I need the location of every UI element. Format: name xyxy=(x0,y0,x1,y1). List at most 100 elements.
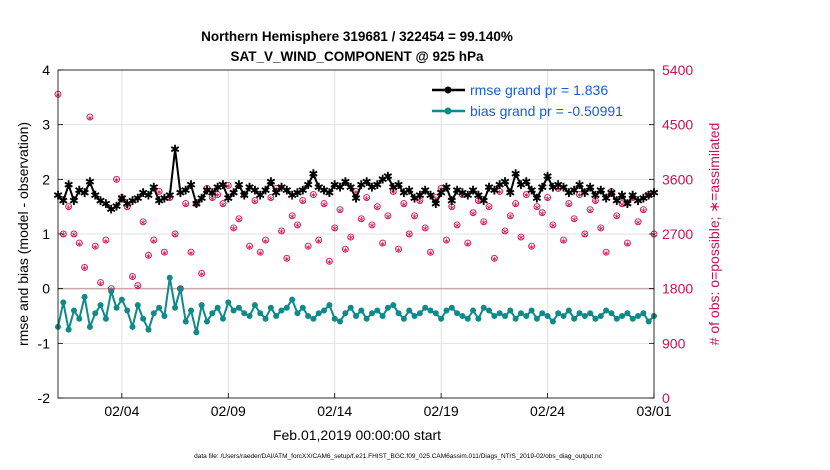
bias-point xyxy=(486,307,493,314)
y-left-tick-label: -2 xyxy=(38,390,51,406)
obs-assimilated-marker: ∗ xyxy=(507,212,514,221)
obs-assimilated-marker: ∗ xyxy=(374,203,381,212)
rmse-point: ✱ xyxy=(559,181,569,195)
obs-assimilated-marker: ∗ xyxy=(262,236,269,245)
bias-point xyxy=(219,315,226,322)
bias-point xyxy=(592,315,599,322)
bias-point xyxy=(225,299,232,306)
bias-point xyxy=(198,302,205,309)
rmse-point: ✱ xyxy=(574,178,584,192)
obs-possible-marker xyxy=(134,282,142,290)
obs-assimilated-marker: ∗ xyxy=(273,185,280,194)
bias-point xyxy=(331,315,338,322)
bias-point xyxy=(241,310,248,317)
rmse-point: ✱ xyxy=(436,186,446,200)
obs-assimilated-marker: ∗ xyxy=(448,203,455,212)
rmse-point: ✱ xyxy=(505,186,515,200)
rmse-point: ✱ xyxy=(165,189,175,203)
rmse-point: ✱ xyxy=(218,178,228,192)
rmse-point: ✱ xyxy=(170,142,180,156)
obs-possible-marker xyxy=(549,221,557,229)
obs-assimilated-marker: ∗ xyxy=(81,264,88,273)
obs-assimilated-marker: ∗ xyxy=(624,239,631,248)
bias-point xyxy=(156,304,163,311)
obs-assimilated-marker: ∗ xyxy=(310,191,317,200)
obs-possible-marker xyxy=(171,230,179,238)
rmse-point: ✱ xyxy=(159,191,169,205)
bias-point xyxy=(92,310,99,317)
rmse-point: ✱ xyxy=(521,175,531,189)
obs-possible-marker xyxy=(586,206,594,214)
rmse-point: ✱ xyxy=(319,183,329,197)
obs-possible-marker xyxy=(325,257,333,265)
obs-assimilated-marker: ∗ xyxy=(129,273,136,282)
obs-possible-marker xyxy=(267,194,275,202)
bias-point xyxy=(150,310,157,317)
bias-point xyxy=(608,310,615,317)
obs-possible-marker xyxy=(309,191,317,198)
bias-point xyxy=(454,310,461,317)
bias-point xyxy=(379,313,386,319)
bias-point xyxy=(533,315,540,322)
legend: rmse grand pr = 1.836 bias grand pr = -0… xyxy=(432,82,623,119)
rmse-point: ✱ xyxy=(383,170,393,184)
rmse-point: ✱ xyxy=(468,183,478,197)
bias-point xyxy=(480,304,487,311)
y-right-tick-label: 0 xyxy=(662,390,670,406)
rmse-point: ✱ xyxy=(69,194,79,208)
rmse-point: ✱ xyxy=(420,183,430,197)
obs-assimilated-marker: ∗ xyxy=(486,203,493,212)
obs-possible-marker xyxy=(395,245,403,253)
rmse-point: ✱ xyxy=(638,191,648,205)
bias-point xyxy=(619,313,626,319)
bias-point xyxy=(273,313,280,319)
bias-point xyxy=(134,302,141,309)
footnote: data file: /Users/raeder/DAI/ATM_forcXX/… xyxy=(194,453,603,460)
bias-point xyxy=(517,310,524,317)
bias-point xyxy=(60,299,67,306)
obs-possible-marker xyxy=(336,206,344,214)
obs-assimilated-marker: ∗ xyxy=(555,185,562,194)
bias-point xyxy=(257,310,264,317)
obs-possible-marker xyxy=(538,209,546,217)
bias-point xyxy=(182,318,189,325)
rmse-point: ✱ xyxy=(596,183,606,197)
obs-assimilated-marker: ∗ xyxy=(395,245,402,254)
rmse-point: ✱ xyxy=(452,183,462,197)
bias-point xyxy=(597,313,604,319)
obs-possible-marker xyxy=(320,200,328,208)
bias-point xyxy=(581,313,588,319)
bias-point xyxy=(230,307,237,314)
obs-assimilated-marker: ∗ xyxy=(369,221,376,230)
obs-possible-marker xyxy=(597,224,605,232)
obs-assimilated-marker: ∗ xyxy=(294,221,301,230)
bias-point xyxy=(177,285,184,292)
obs-possible-marker xyxy=(139,218,147,226)
rmse-point: ✱ xyxy=(223,191,233,205)
rmse-point: ✱ xyxy=(569,183,579,197)
bias-point xyxy=(251,302,258,309)
obs-assimilated-marker: ∗ xyxy=(166,194,173,203)
rmse-point: ✱ xyxy=(80,186,90,200)
bias-point xyxy=(587,310,594,317)
obs-assimilated-marker: ∗ xyxy=(134,282,141,291)
obs-assimilated-marker: ∗ xyxy=(76,239,83,248)
obs-possible-marker xyxy=(347,233,355,241)
obs-possible-marker xyxy=(304,242,312,250)
obs-possible-marker xyxy=(490,254,498,262)
y-left-tick-label: 2 xyxy=(42,171,50,187)
obs-possible-marker xyxy=(602,248,610,256)
y-left-tick-label: 1 xyxy=(42,226,50,242)
rmse-point: ✱ xyxy=(181,183,191,197)
rmse-point: ✱ xyxy=(202,183,212,197)
rmse-point: ✱ xyxy=(96,194,106,208)
obs-possible-marker xyxy=(469,209,477,217)
rmse-point: ✱ xyxy=(543,170,553,184)
obs-assimilated-marker: ∗ xyxy=(560,236,567,245)
y-left-tick-label: 0 xyxy=(42,281,50,297)
bias-point xyxy=(102,315,109,322)
bias-point xyxy=(193,329,200,336)
rmse-point: ✱ xyxy=(585,181,595,195)
rmse-point: ✱ xyxy=(239,189,249,203)
rmse-point: ✱ xyxy=(473,189,483,203)
